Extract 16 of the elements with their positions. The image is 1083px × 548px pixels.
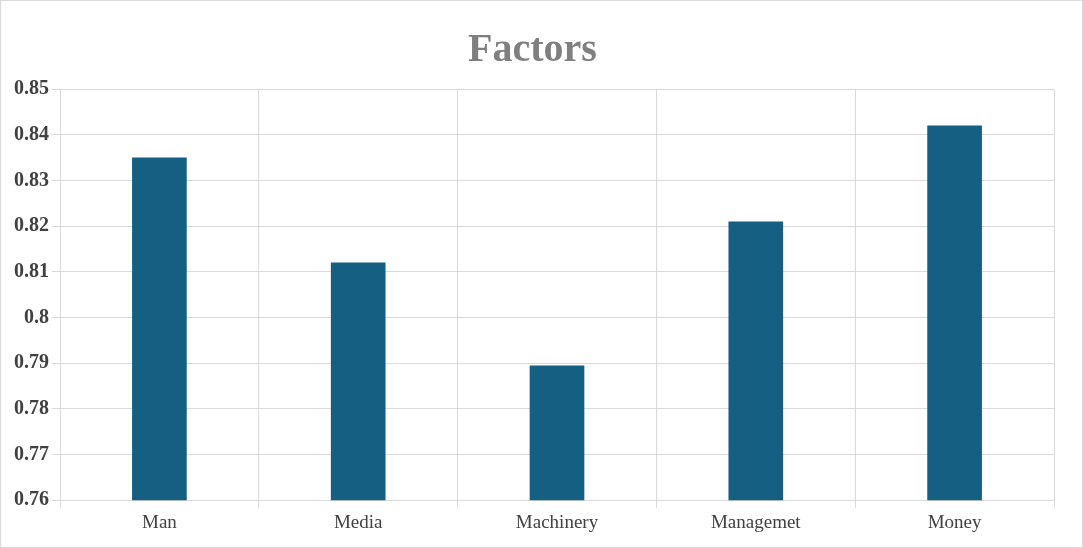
y-tick-label: 0.8 bbox=[24, 304, 49, 327]
y-tick-label: 0.77 bbox=[14, 441, 49, 464]
x-tick-label: Managemet bbox=[710, 510, 802, 532]
y-tick-label: 0.84 bbox=[14, 121, 49, 144]
y-tick-label: 0.83 bbox=[14, 167, 49, 190]
y-tick-label: 0.76 bbox=[14, 487, 49, 510]
x-tick-label: Money bbox=[927, 510, 983, 532]
y-tick-label: 0.82 bbox=[14, 213, 49, 236]
x-tick-label: Media bbox=[333, 510, 384, 532]
y-tick-label: 0.85 bbox=[14, 76, 49, 99]
y-tick-label: 0.78 bbox=[14, 395, 49, 418]
x-tick-label: Machinery bbox=[515, 510, 599, 532]
x-tick-label: Man bbox=[141, 510, 178, 532]
chart-title: Factors bbox=[468, 25, 597, 71]
y-tick-label: 0.79 bbox=[14, 350, 49, 373]
y-tick-label: 0.81 bbox=[14, 258, 49, 281]
